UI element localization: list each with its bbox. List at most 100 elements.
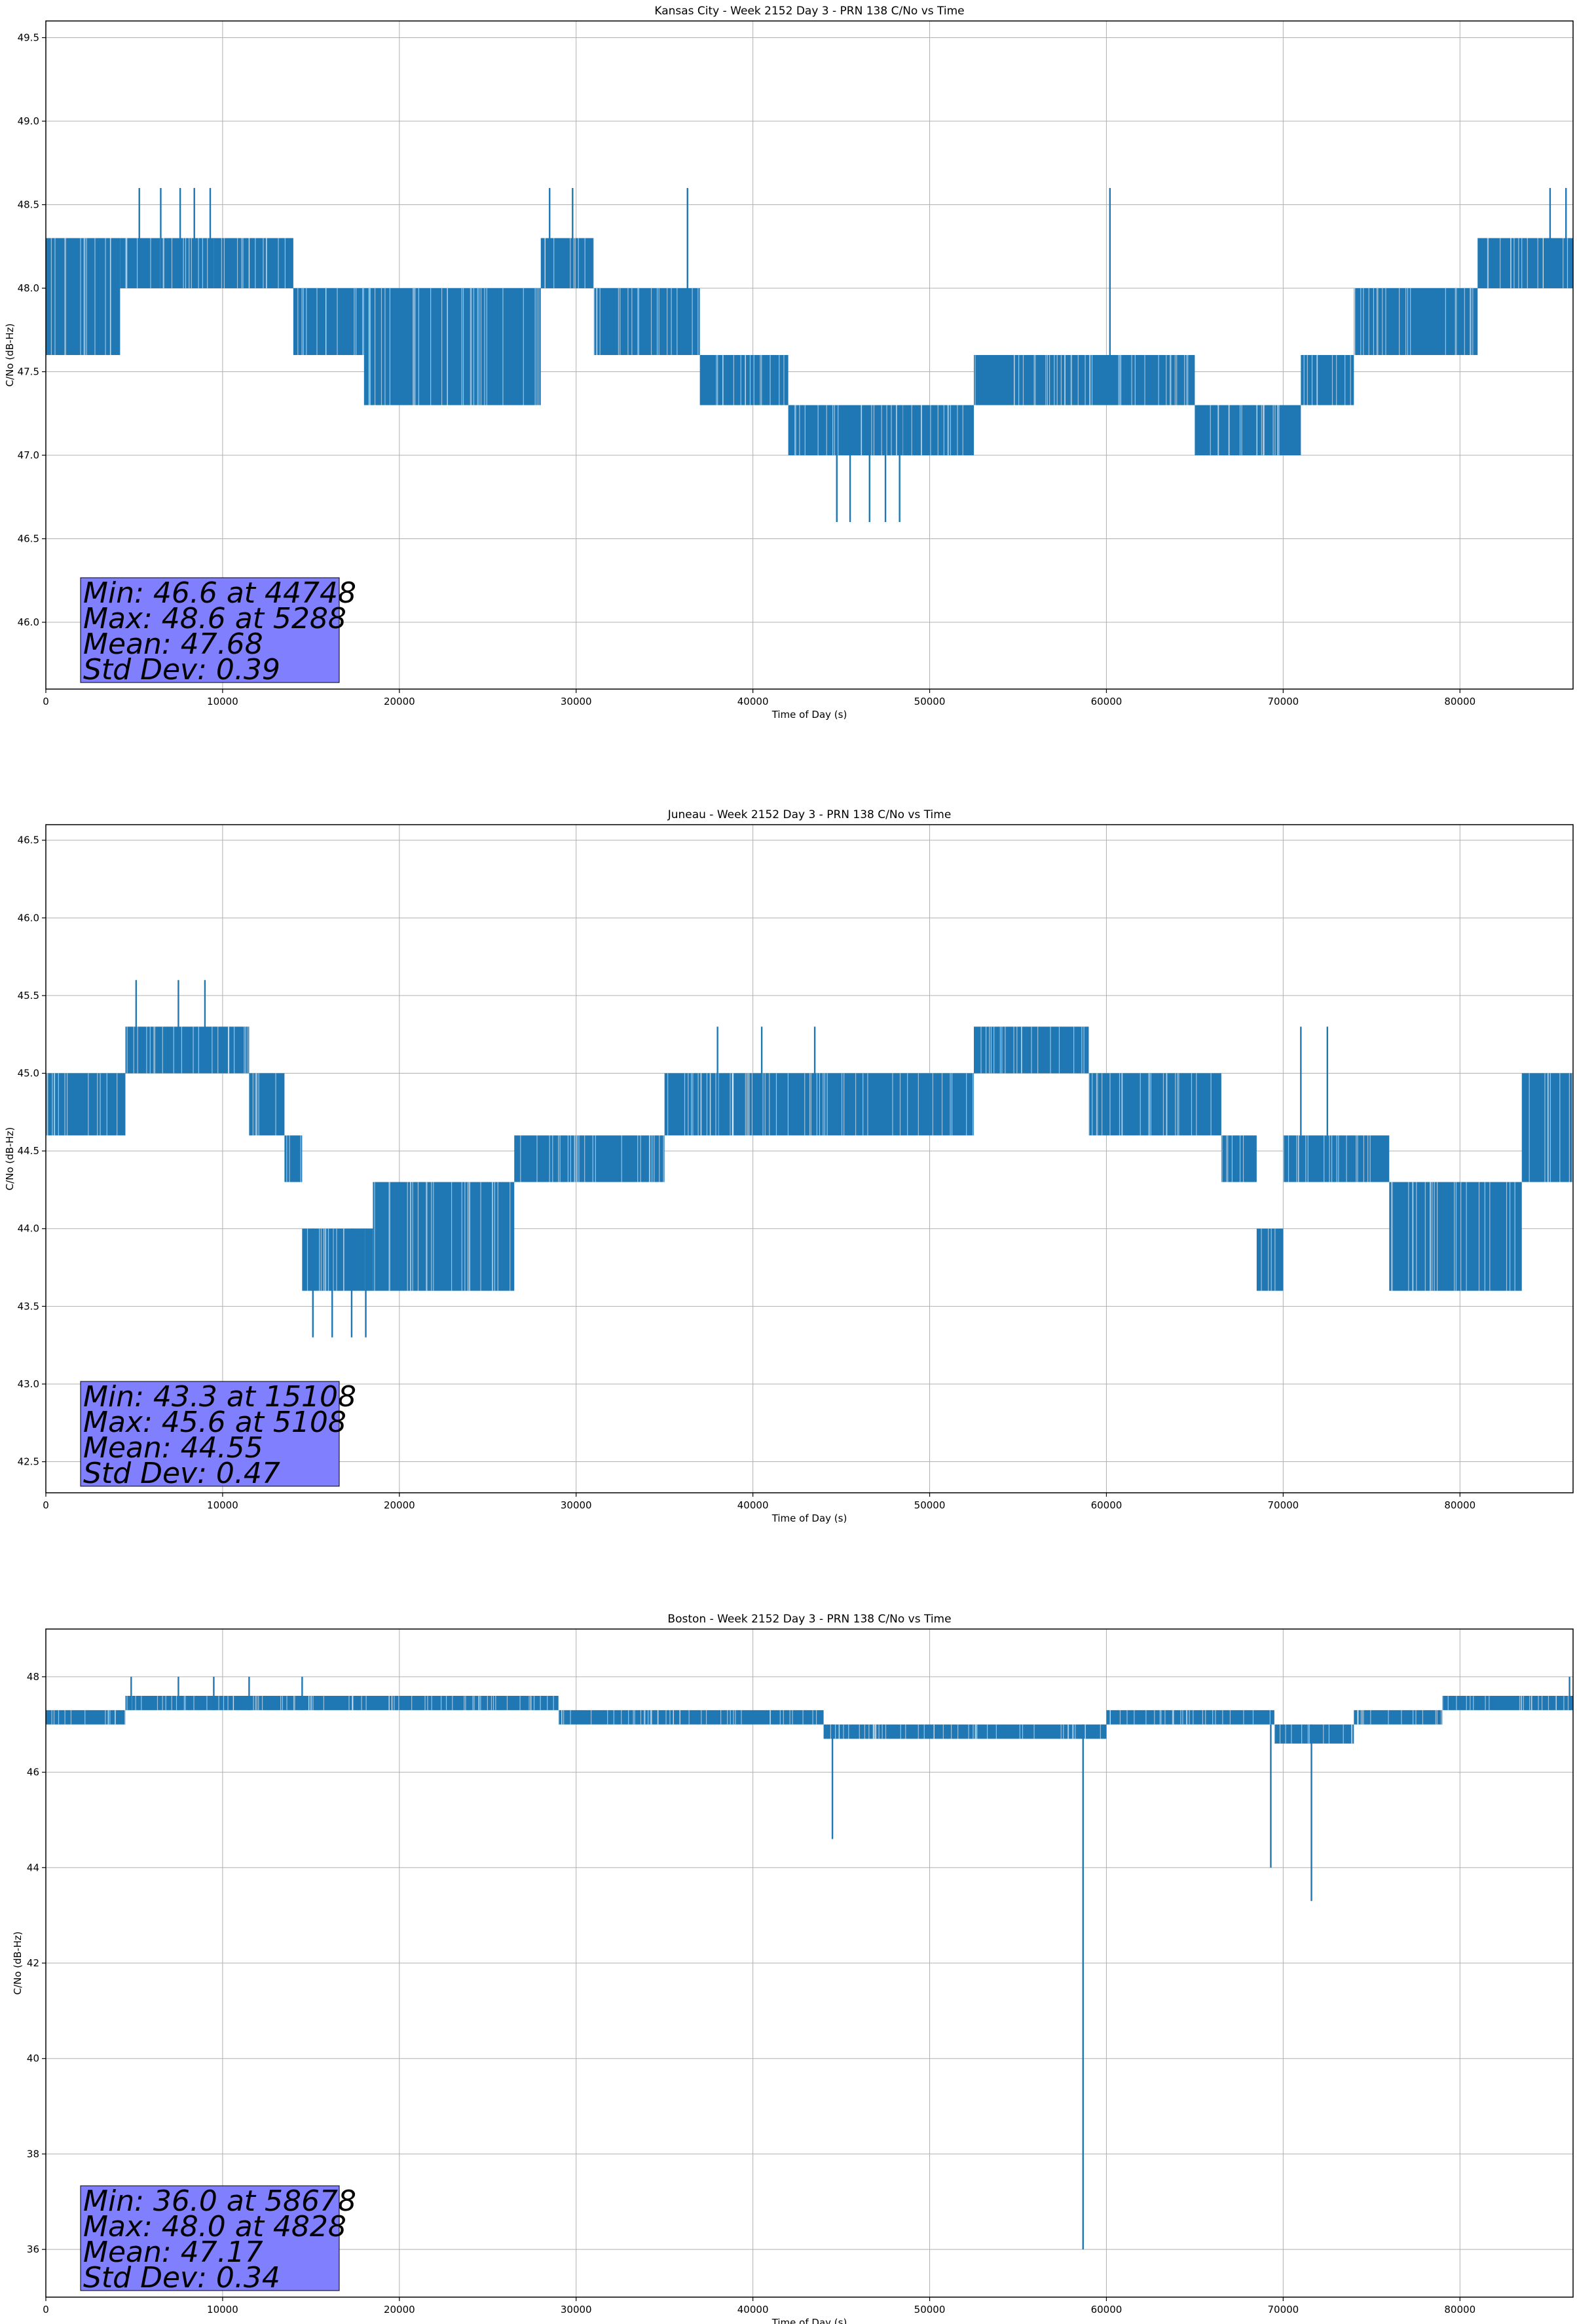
x-tick-label: 10000: [207, 1499, 238, 1511]
level-band: [903, 405, 974, 455]
x-tick-label: 60000: [1091, 696, 1122, 707]
chart-title: Boston - Week 2152 Day 3 - PRN 138 C/No …: [667, 1613, 951, 1626]
stats-min: Min: 43.3 at 15108: [83, 1380, 356, 1414]
level-band: [1256, 1228, 1284, 1291]
level-band: [788, 405, 904, 455]
y-tick-label: 42: [27, 1957, 39, 1969]
level-band: [823, 1724, 1107, 1739]
y-tick-label: 40: [27, 2053, 39, 2065]
x-tick-label: 70000: [1267, 696, 1299, 707]
y-tick-label: 49.0: [18, 115, 39, 127]
stats-max: Max: 48.0 at 4828: [83, 2210, 346, 2243]
y-tick-label: 46: [27, 1767, 39, 1778]
y-tick-label: 48.0: [18, 282, 39, 294]
chart-title: Juneau - Week 2152 Day 3 - PRN 138 C/No …: [667, 808, 952, 821]
x-tick-label: 50000: [914, 1499, 946, 1511]
axes-frame: [45, 824, 1574, 1493]
x-tick-label: 60000: [1091, 2304, 1122, 2315]
x-tick-label: 20000: [384, 1499, 415, 1511]
y-tick-label: 44.5: [18, 1145, 39, 1157]
x-tick-label: 10000: [207, 2304, 238, 2315]
x-tick-label: 10000: [207, 696, 238, 707]
y-tick-label: 36: [27, 2243, 39, 2255]
stats-mean: Mean: 44.55: [83, 1431, 263, 1465]
x-tick-label: 0: [43, 2304, 49, 2315]
x-tick-label: 80000: [1444, 696, 1475, 707]
level-band: [302, 1228, 373, 1291]
level-band: [363, 288, 541, 405]
level-band: [284, 1135, 303, 1182]
x-tick-label: 20000: [384, 696, 415, 707]
level-band: [1283, 1135, 1390, 1182]
y-tick-label: 42.5: [18, 1456, 39, 1468]
level-band: [120, 238, 214, 288]
y-ticks: 46.0 46.5 47.0 47.5 48.0 48.5 49.0 49.5: [18, 32, 46, 628]
x-tick-label: 30000: [561, 1499, 592, 1511]
level-band: [1106, 1710, 1274, 1725]
level-band: [125, 1696, 311, 1710]
x-axis-label: Time of Day (s): [771, 1512, 847, 1524]
level-band: [558, 1710, 824, 1725]
stats-std-dev: Std Dev: 0.34: [83, 2261, 280, 2295]
subplot-juneau: 0 10000 20000 30000 40000 50000 60000 70000 8000…: [4, 808, 1574, 1524]
stats-max: Max: 48.6 at 5288: [83, 602, 346, 635]
y-tick-label: 46.0: [18, 912, 39, 924]
x-tick-label: 80000: [1444, 1499, 1475, 1511]
stats-box: Min: 43.3 at 15108 Max: 45.6 at 5108 Mea…: [80, 1380, 356, 1490]
x-tick-label: 40000: [737, 1499, 769, 1511]
x-ticks: 0 10000 20000 30000 40000 50000 60000 70000 8000…: [43, 1493, 1475, 1511]
level-band: [540, 238, 594, 288]
level-band: [46, 1073, 126, 1136]
y-axis-label: C/No (dB-Hz): [4, 1127, 16, 1191]
y-ticks: 36 38 40 42 44 46 48: [27, 1671, 46, 2255]
level-band: [213, 238, 293, 288]
y-tick-label: 44.0: [18, 1223, 39, 1235]
level-band: [125, 1026, 250, 1074]
level-band: [46, 238, 73, 355]
level-band: [310, 1696, 559, 1710]
x-tick-label: 0: [43, 696, 49, 707]
x-tick-label: 70000: [1267, 1499, 1299, 1511]
level-band: [974, 355, 1071, 405]
stats-min: Min: 36.0 at 58678: [83, 2184, 356, 2218]
level-band: [373, 1182, 515, 1291]
stats-std-dev: Std Dev: 0.39: [83, 653, 280, 686]
level-band: [1477, 238, 1573, 288]
level-band: [1442, 1696, 1573, 1710]
x-axis-label: Time of Day (s): [771, 2317, 847, 2324]
y-tick-label: 43.0: [18, 1378, 39, 1390]
x-tick-label: 0: [43, 1499, 49, 1511]
stats-box: Min: 36.0 at 58678 Max: 48.0 at 4828 Mea…: [80, 2184, 356, 2295]
y-tick-label: 48: [27, 1671, 39, 1683]
y-tick-label: 49.5: [18, 32, 39, 44]
stats-box: Min: 46.6 at 44748 Max: 48.6 at 5288 Mea…: [80, 576, 356, 686]
level-band: [593, 288, 700, 355]
x-tick-label: 50000: [914, 2304, 946, 2315]
x-tick-label: 60000: [1091, 1499, 1122, 1511]
level-band: [1088, 1073, 1221, 1136]
y-tick-label: 38: [27, 2148, 39, 2160]
stats-max: Max: 45.6 at 5108: [83, 1406, 346, 1439]
level-band: [1354, 1710, 1443, 1725]
axes-frame: [45, 20, 1574, 690]
stats-mean: Mean: 47.68: [83, 628, 263, 661]
y-tick-label: 46.5: [18, 834, 39, 846]
level-band: [46, 1710, 126, 1725]
y-tick-label: 45.0: [18, 1068, 39, 1079]
stats-min: Min: 46.6 at 44748: [83, 576, 356, 610]
subplot-boston: 0 10000 20000 30000 40000 50000 60000 70000 8000…: [12, 1613, 1574, 2324]
x-tick-label: 50000: [914, 696, 946, 707]
y-axis-label: C/No (dB-Hz): [4, 324, 16, 387]
level-band: [1389, 1182, 1522, 1291]
y-ticks: 42.5 43.0 43.5 44.0 44.5 45.0 45.5 46.0 46.5: [18, 834, 46, 1468]
x-tick-label: 80000: [1444, 2304, 1475, 2315]
level-band: [72, 238, 121, 355]
cno-series: [46, 1676, 1573, 2250]
level-band: [1195, 405, 1301, 455]
level-band: [249, 1073, 285, 1136]
cno-series: [46, 188, 1573, 522]
y-tick-label: 46.0: [18, 616, 39, 628]
stats-box-background: [80, 2185, 340, 2291]
stats-std-dev: Std Dev: 0.47: [83, 1457, 280, 1490]
x-tick-label: 30000: [561, 696, 592, 707]
